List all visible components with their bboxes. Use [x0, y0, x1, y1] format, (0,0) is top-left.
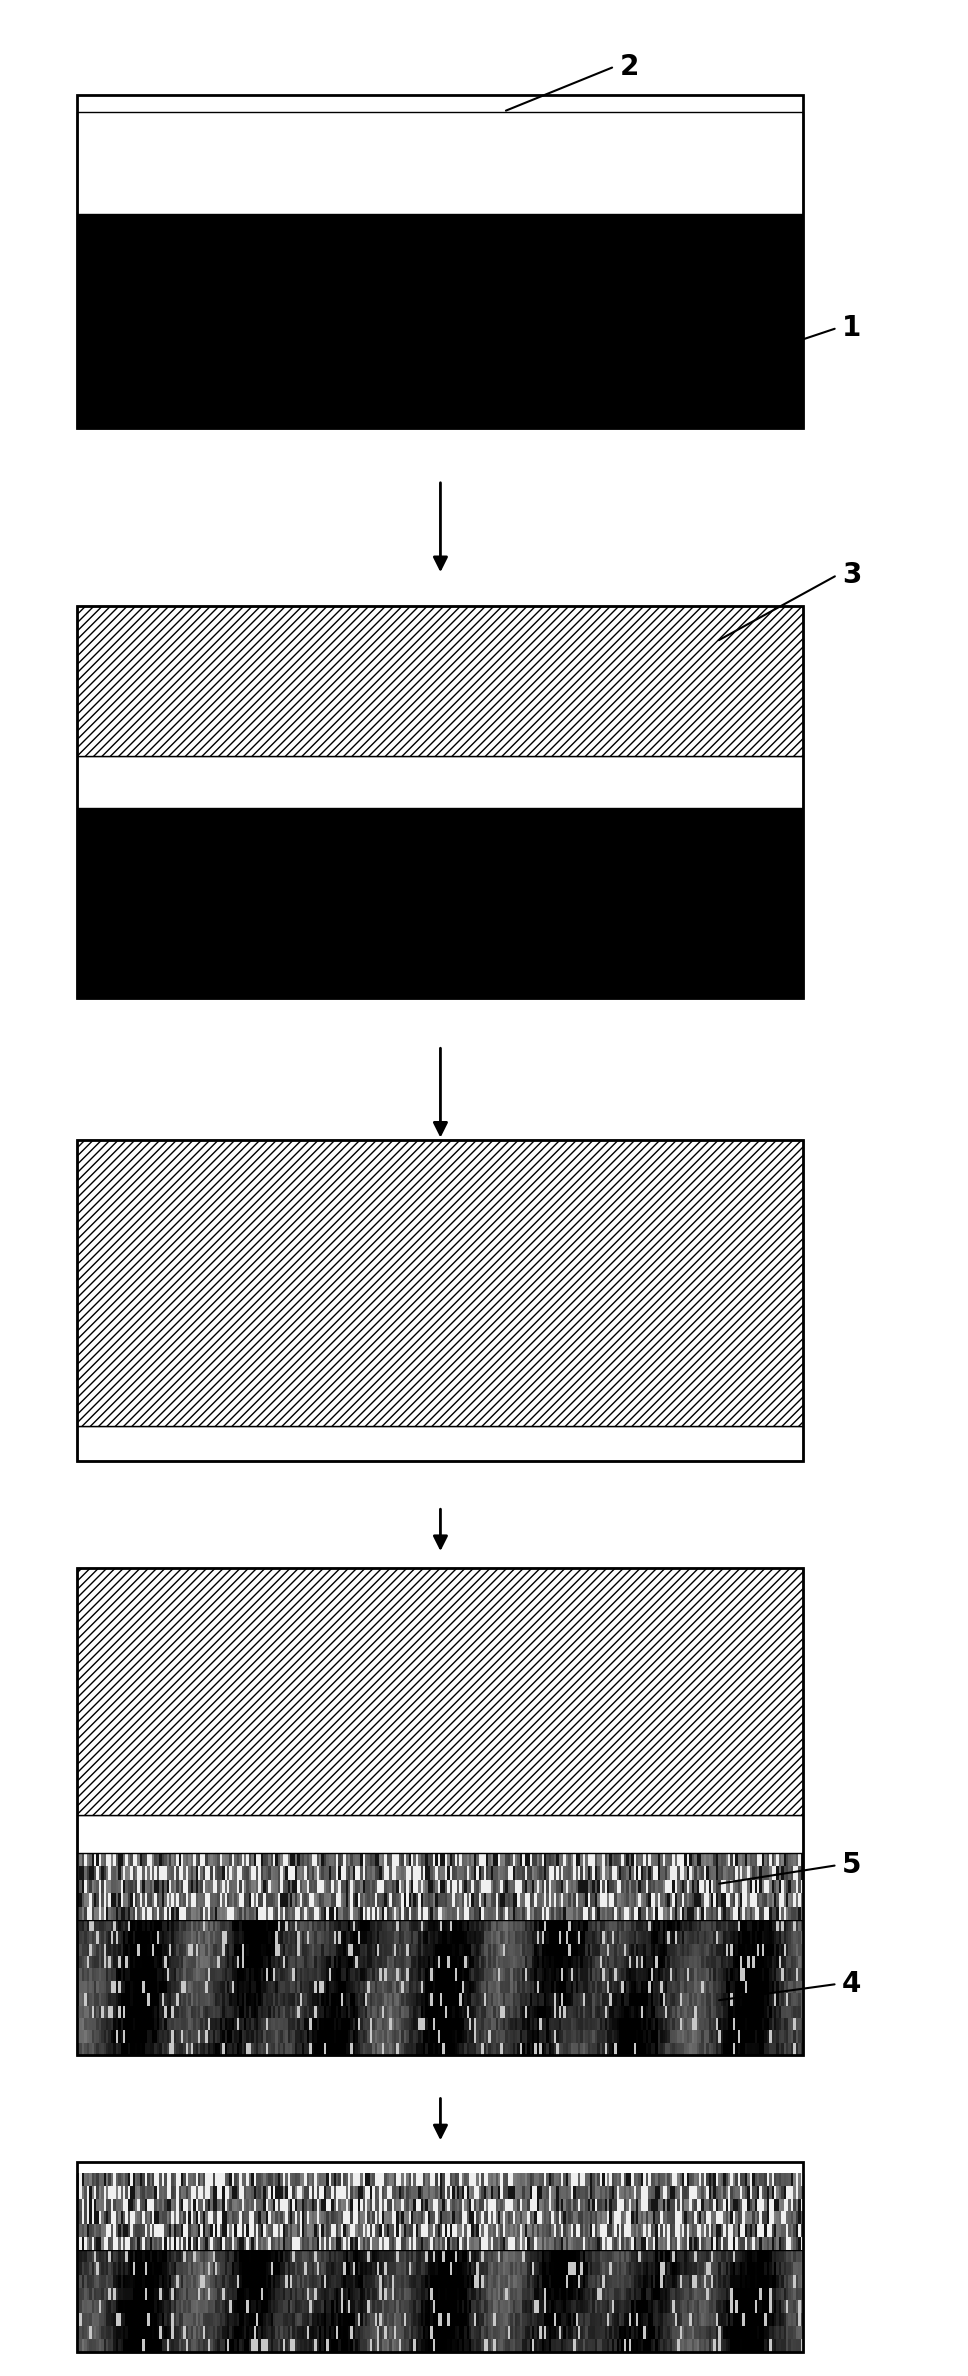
Bar	[77, 95, 803, 428]
Bar	[77, 214, 803, 428]
Bar	[77, 606, 803, 756]
Bar	[77, 1920, 803, 2055]
Bar	[77, 2250, 803, 2352]
Bar	[77, 1815, 803, 1853]
Bar	[77, 808, 803, 998]
Bar	[77, 756, 803, 808]
Text: 1: 1	[842, 314, 862, 342]
Bar	[77, 2162, 803, 2352]
Bar	[77, 606, 803, 998]
Bar	[77, 1568, 803, 2055]
Bar	[77, 1140, 803, 1461]
Bar	[77, 1568, 803, 1815]
Bar	[77, 1426, 803, 1461]
Text: 5: 5	[842, 1851, 862, 1879]
Bar	[77, 2174, 803, 2250]
Text: 3: 3	[842, 561, 862, 589]
Bar	[77, 1853, 803, 1920]
Text: 4: 4	[842, 1970, 862, 1998]
Bar	[77, 112, 803, 214]
Bar	[77, 1140, 803, 1426]
Text: 2: 2	[620, 52, 639, 81]
